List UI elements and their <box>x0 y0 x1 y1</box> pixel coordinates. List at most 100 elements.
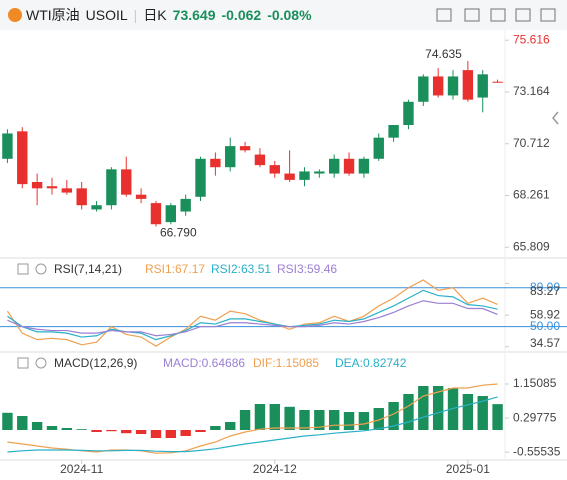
macd-line <box>7 396 498 453</box>
candle-body <box>61 188 73 193</box>
histogram-bar <box>17 416 28 430</box>
y-tick-label: 83.27 <box>530 284 560 298</box>
y-tick-label: 1.15085 <box>513 376 557 390</box>
candle-body <box>269 165 280 174</box>
histogram-bar <box>388 402 399 430</box>
candle-body <box>165 205 177 223</box>
histogram-bar <box>314 410 325 430</box>
symbol-icon <box>8 8 22 22</box>
histogram-bar <box>462 394 474 430</box>
candle-body <box>447 76 459 96</box>
y-tick-label: 58.92 <box>530 307 560 321</box>
histogram-bar <box>299 410 310 430</box>
histogram-bar <box>239 410 251 430</box>
candle-body <box>343 158 355 174</box>
x-tick-label: 2025-01 <box>446 462 490 476</box>
y-tick-label: 73.164 <box>513 84 550 98</box>
rsi-line <box>7 300 498 337</box>
macd-line <box>7 383 498 454</box>
candle-body <box>210 158 221 168</box>
candle-body <box>31 182 43 189</box>
x-tick-label: 2024-12 <box>253 462 297 476</box>
candle-body <box>284 173 295 180</box>
candle-body <box>135 194 147 199</box>
histogram-bar <box>373 408 384 430</box>
candle-body <box>314 171 325 174</box>
histogram-bar <box>106 430 117 432</box>
panel-title: RSI(7,14,21) <box>54 262 122 276</box>
candle-body <box>2 133 13 159</box>
y-tick-label: -0.55535 <box>513 444 561 458</box>
candle-body <box>225 146 236 168</box>
histogram-bar <box>165 430 177 438</box>
header: WTI原油 USOIL | 日K 73.649 -0.062 -0.08% <box>0 0 567 30</box>
candle-body <box>373 137 384 159</box>
max-annotation: 74.635 <box>425 47 462 61</box>
candle-body <box>91 205 102 210</box>
code: USOIL <box>85 7 128 23</box>
legend-entry: DEA:0.82742 <box>335 356 407 370</box>
symbol: WTI原油 <box>26 7 80 23</box>
histogram-bar <box>269 404 280 430</box>
legend-entry: RSI1:67.17 <box>145 262 205 276</box>
divider: | <box>133 7 138 23</box>
candle-body <box>254 154 266 166</box>
histogram-bar <box>284 406 295 430</box>
histogram-bar <box>358 412 370 430</box>
y-tick-label: 68.261 <box>513 188 550 202</box>
candle-body <box>239 146 251 151</box>
candle-body <box>432 76 444 96</box>
histogram-bar <box>31 422 43 430</box>
y-tick-label: 65.809 <box>513 239 550 253</box>
candle-body <box>150 203 162 225</box>
histogram-bar <box>432 386 444 430</box>
header-bg <box>0 0 567 30</box>
x-tick-label: 2024-11 <box>60 462 103 476</box>
candle-body <box>418 76 429 102</box>
candle-body <box>46 186 58 189</box>
histogram-bar <box>477 396 488 430</box>
y-tick-label: 0.29775 <box>513 410 557 424</box>
histogram-bar <box>343 412 355 430</box>
candle-body <box>492 81 503 83</box>
histogram-bar <box>135 430 147 434</box>
candle-body <box>299 171 310 180</box>
change: -0.062 <box>221 7 262 23</box>
histogram-bar <box>76 429 87 430</box>
period[interactable]: 日K <box>143 7 167 23</box>
histogram-bar <box>150 430 162 438</box>
candle-body <box>121 169 132 195</box>
candle-body <box>462 70 474 100</box>
toolbar-icons[interactable] <box>436 8 556 22</box>
histogram-bar <box>61 428 73 430</box>
histogram-bar <box>328 410 340 430</box>
min-annotation: 66.790 <box>160 226 197 240</box>
histogram-bar <box>210 426 221 430</box>
histogram-bar <box>121 430 132 434</box>
candle-body <box>328 158 340 174</box>
legend-entry: DIF:1.15085 <box>253 356 319 370</box>
collapse-icon[interactable] <box>552 111 559 125</box>
legend-entry: RSI2:63.51 <box>211 262 271 276</box>
candle-body <box>358 158 370 174</box>
rsi-line <box>7 289 498 341</box>
histogram-bar <box>225 422 236 430</box>
histogram-bar <box>418 386 429 430</box>
candle-body <box>17 131 28 185</box>
histogram-bar <box>492 404 503 430</box>
y-tick-label: 70.712 <box>513 136 550 150</box>
histogram-bar <box>91 430 102 432</box>
candle-body <box>76 188 87 206</box>
histogram-bar <box>195 430 206 432</box>
histogram-bar <box>46 426 58 430</box>
candle-body <box>106 169 117 206</box>
candle-body <box>388 125 399 138</box>
change-pct: -0.08% <box>267 7 312 23</box>
candle-body <box>403 101 414 125</box>
legend-entry: MACD:0.64686 <box>163 356 245 370</box>
panel-icons[interactable] <box>17 263 47 369</box>
reference-label: 50.00 <box>530 319 560 333</box>
price: 73.649 <box>172 7 216 23</box>
histogram-bar <box>403 394 414 430</box>
